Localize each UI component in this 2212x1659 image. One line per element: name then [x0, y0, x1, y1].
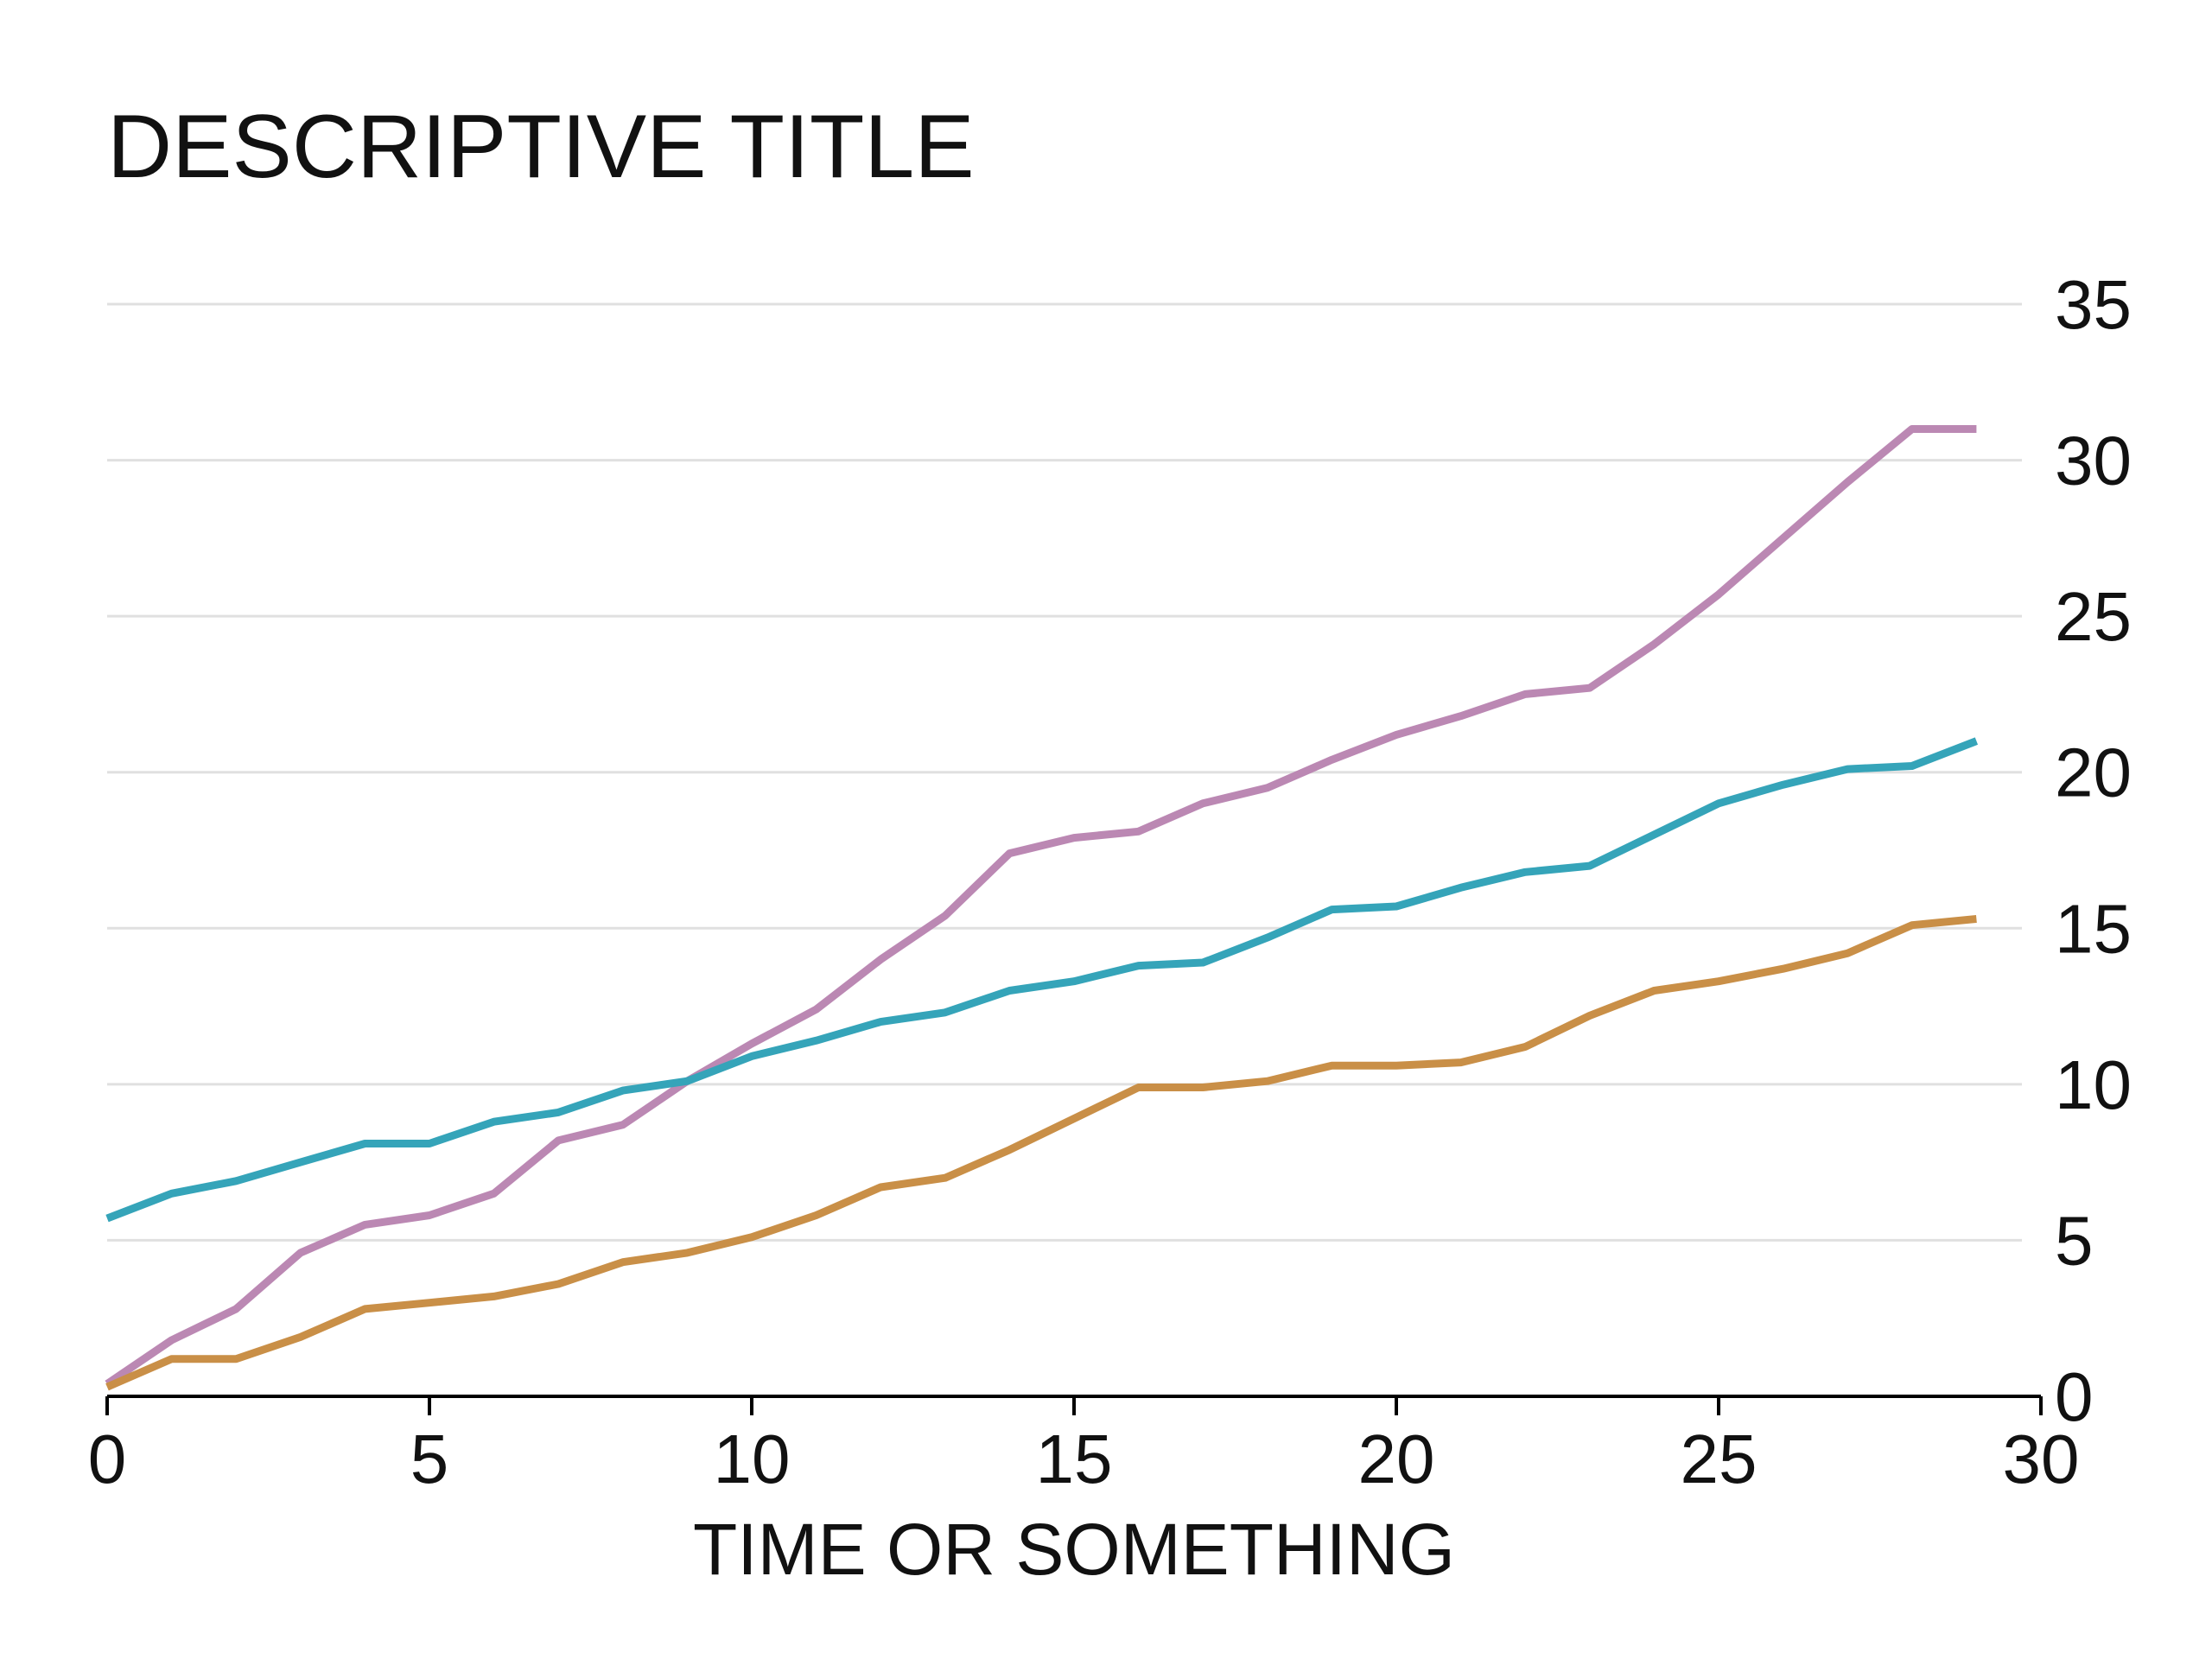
x-tick-label: 0: [88, 1421, 127, 1497]
y-tick-label: 30: [2055, 423, 2132, 499]
chart-title: DESCRIPTIVE TITLE: [107, 97, 975, 197]
gridlines: [107, 302, 2022, 1242]
y-tick-label: 0: [2055, 1358, 2094, 1435]
series-line: [105, 737, 1979, 1223]
x-axis-label: TIME OR SOMETHING: [693, 1509, 1455, 1590]
series-line: [105, 915, 1977, 1391]
y-tick-label: 25: [2055, 578, 2132, 655]
x-tick-label: 10: [714, 1421, 791, 1497]
x-tick-label: 30: [2003, 1421, 2080, 1497]
y-tick-label: 20: [2055, 734, 2132, 811]
series-lines: [105, 425, 1979, 1391]
x-tick-label: 20: [1358, 1421, 1435, 1497]
x-axis-ticks: 0 5 10 15 20 25 30: [88, 1396, 2080, 1497]
y-tick-label: 15: [2055, 890, 2132, 967]
y-tick-label: 10: [2055, 1046, 2132, 1123]
x-tick-label: 25: [1681, 1421, 1758, 1497]
x-tick-label: 15: [1036, 1421, 1113, 1497]
y-tick-label: 35: [2055, 266, 2132, 343]
y-tick-label: 5: [2055, 1202, 2094, 1279]
x-tick-label: 5: [410, 1421, 449, 1497]
series-line: [105, 425, 1977, 1388]
y-axis-ticks: 0 5 10 15 20 25 30 35: [2055, 266, 2132, 1435]
